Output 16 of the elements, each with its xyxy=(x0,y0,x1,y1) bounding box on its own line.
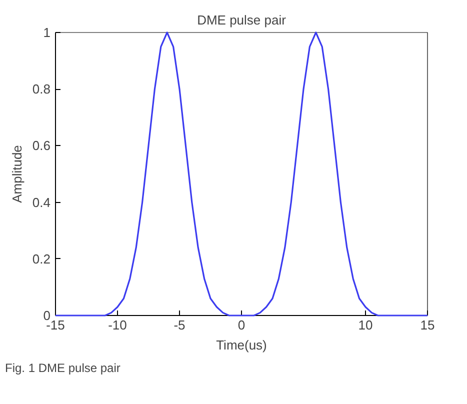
x-tick-label: -10 xyxy=(108,318,127,332)
y-tick-label: 0 xyxy=(43,308,51,323)
x-tick-label: 10 xyxy=(358,318,373,332)
line-series xyxy=(54,32,428,316)
y-tick-label: 0.8 xyxy=(32,82,51,97)
y-tick-label: 0.2 xyxy=(32,251,51,266)
chart-title: DME pulse pair xyxy=(197,12,287,28)
caption: Fig. 1 DME pulse pair xyxy=(5,360,120,377)
y-tick-label: 0.4 xyxy=(32,194,51,210)
x-tick-label: 15 xyxy=(420,318,435,332)
y-tick-label: 1 xyxy=(43,25,51,40)
x-tick-label: 0 xyxy=(238,318,246,332)
y-tick-label: 0.6 xyxy=(32,138,51,154)
x-tick-label: -5 xyxy=(174,318,186,332)
x-axis-title: Time(us) xyxy=(216,338,267,352)
y-axis-title: Amplitude xyxy=(9,145,24,203)
